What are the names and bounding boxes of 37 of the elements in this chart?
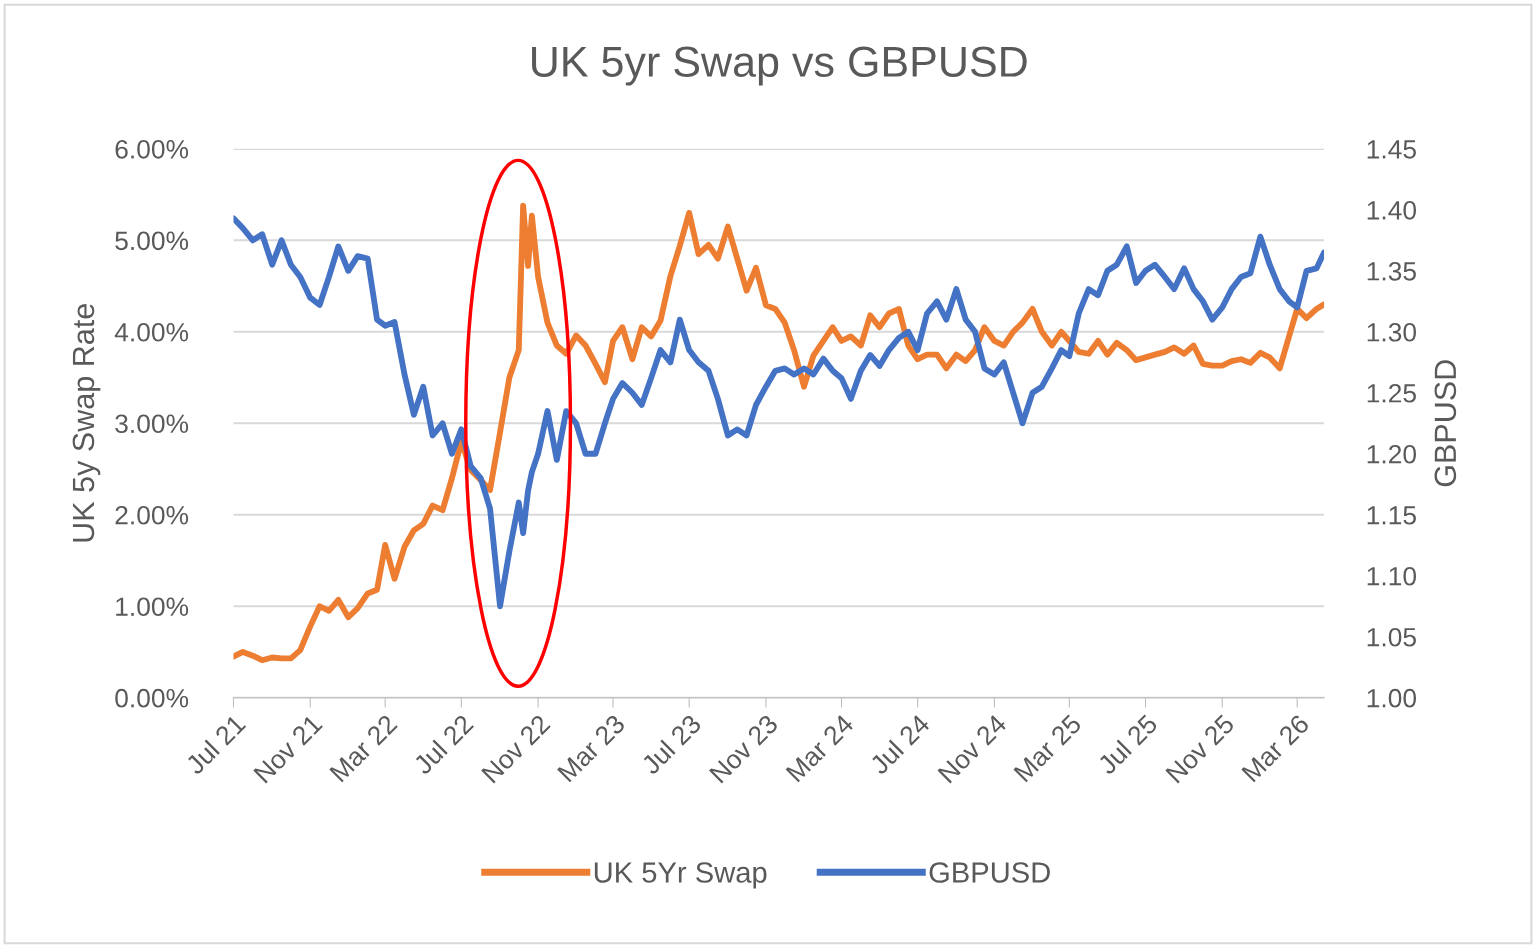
y-axis-title: UK 5y Swap Rate: [72, 304, 101, 542]
y2-tick-label: 1.40: [1367, 200, 1417, 220]
x-tick-label: Mar 25: [1013, 713, 1083, 783]
y-tick-label: 0.00%: [115, 688, 189, 708]
y-tick-label: 6.00%: [115, 139, 189, 159]
x-tick-label: Jul 22: [411, 713, 475, 776]
y2-tick-label: 1.20: [1367, 444, 1417, 464]
x-tick-label: Jul 25: [1096, 713, 1159, 776]
x-tick-label: Nov 23: [708, 713, 779, 784]
x-tick-label: Nov 25: [1165, 713, 1236, 784]
y2-tick-label: 1.05: [1367, 627, 1416, 647]
x-tick-label: Nov 24: [937, 713, 1008, 784]
y2-axis-title: GBPUSD: [1434, 360, 1457, 487]
y2-tick-label: 1.35: [1367, 261, 1416, 281]
x-tick-label: Jul 21: [183, 713, 247, 776]
y2-tick-label: 1.15: [1367, 506, 1416, 525]
y2-tick-label: 1.25: [1367, 383, 1416, 403]
x-tick-label: Mar 26: [1241, 713, 1311, 783]
x-tick-label: Mar 24: [785, 713, 855, 783]
y2-tick-label: 1.00: [1367, 688, 1417, 708]
x-tick-label: Jul 24: [868, 712, 931, 776]
y2-tick-label: 1.30: [1367, 322, 1417, 342]
y-tick-label: 4.00%: [114, 322, 189, 342]
y2-tick-label: 1.45: [1367, 140, 1416, 159]
legend-label: UK 5Yr Swap: [594, 862, 767, 889]
x-tick-label: Mar 22: [329, 713, 398, 783]
legend-label: GBPUSD: [929, 862, 1050, 883]
y-tick-label: 2.00%: [115, 505, 189, 525]
x-tick-label: Nov 21: [253, 713, 324, 784]
chart-title: UK 5yr Swap vs GBPUSD: [532, 46, 1027, 86]
x-tick-label: Mar 23: [556, 713, 626, 783]
x-tick-label: Nov 22: [481, 713, 551, 784]
y-tick-label: 3.00%: [115, 414, 189, 434]
y2-tick-label: 1.10: [1367, 566, 1417, 586]
x-tick-label: Jul 23: [639, 713, 703, 776]
y-tick-label: 5.00%: [115, 231, 189, 251]
y-tick-label: 1.00%: [116, 597, 189, 617]
